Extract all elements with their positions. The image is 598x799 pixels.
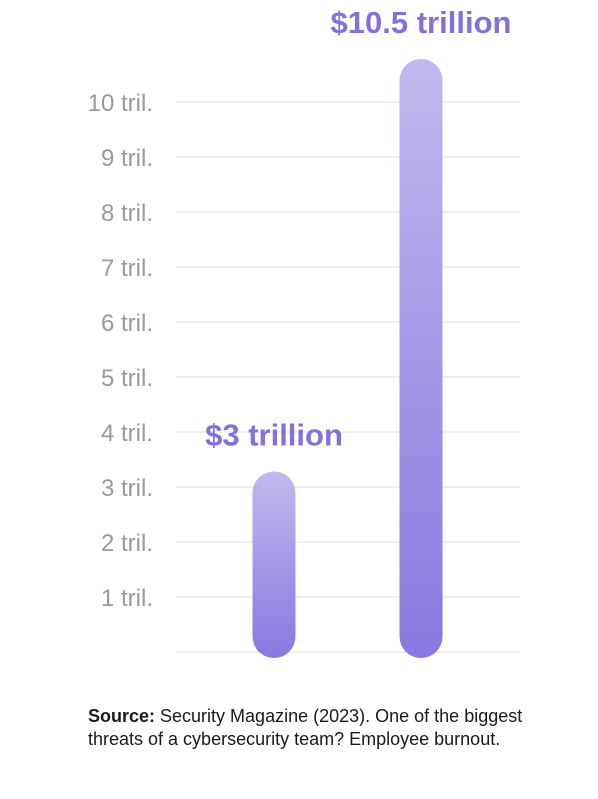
y-tick-label: 7 tril. — [101, 255, 153, 282]
bars — [252, 59, 443, 658]
y-tick-label: 10 tril. — [88, 90, 153, 117]
data-labels: $3 trillion $10.5 trillion — [205, 5, 511, 453]
y-tick-label: 5 tril. — [101, 365, 153, 392]
data-label: $10.5 trillion — [331, 5, 512, 40]
y-tick-label: 8 tril. — [101, 200, 153, 227]
y-tick-label: 4 tril. — [101, 420, 153, 447]
data-label: $3 trillion — [205, 418, 343, 453]
source-note: Source: Security Magazine (2023). One of… — [88, 705, 528, 751]
gridlines — [176, 101, 520, 653]
y-tick-label: 3 tril. — [101, 475, 153, 502]
y-tick-label: 9 tril. — [101, 145, 153, 172]
y-axis-tick-labels: 1 tril. 2 tril. 3 tril. 4 tril. 5 tril. 6 tri… — [88, 90, 153, 612]
bar — [399, 59, 443, 658]
y-tick-label: 1 tril. — [101, 585, 153, 612]
y-tick-label: 6 tril. — [101, 310, 153, 337]
y-tick-label: 2 tril. — [101, 530, 153, 557]
source-text: Security Magazine (2023). One of the big… — [88, 706, 523, 749]
bar — [252, 471, 296, 658]
source-label: Source: — [88, 706, 156, 726]
bar-chart: 1 tril. 2 tril. 3 tril. 4 tril. 5 tril. 6 tri… — [88, 5, 520, 658]
